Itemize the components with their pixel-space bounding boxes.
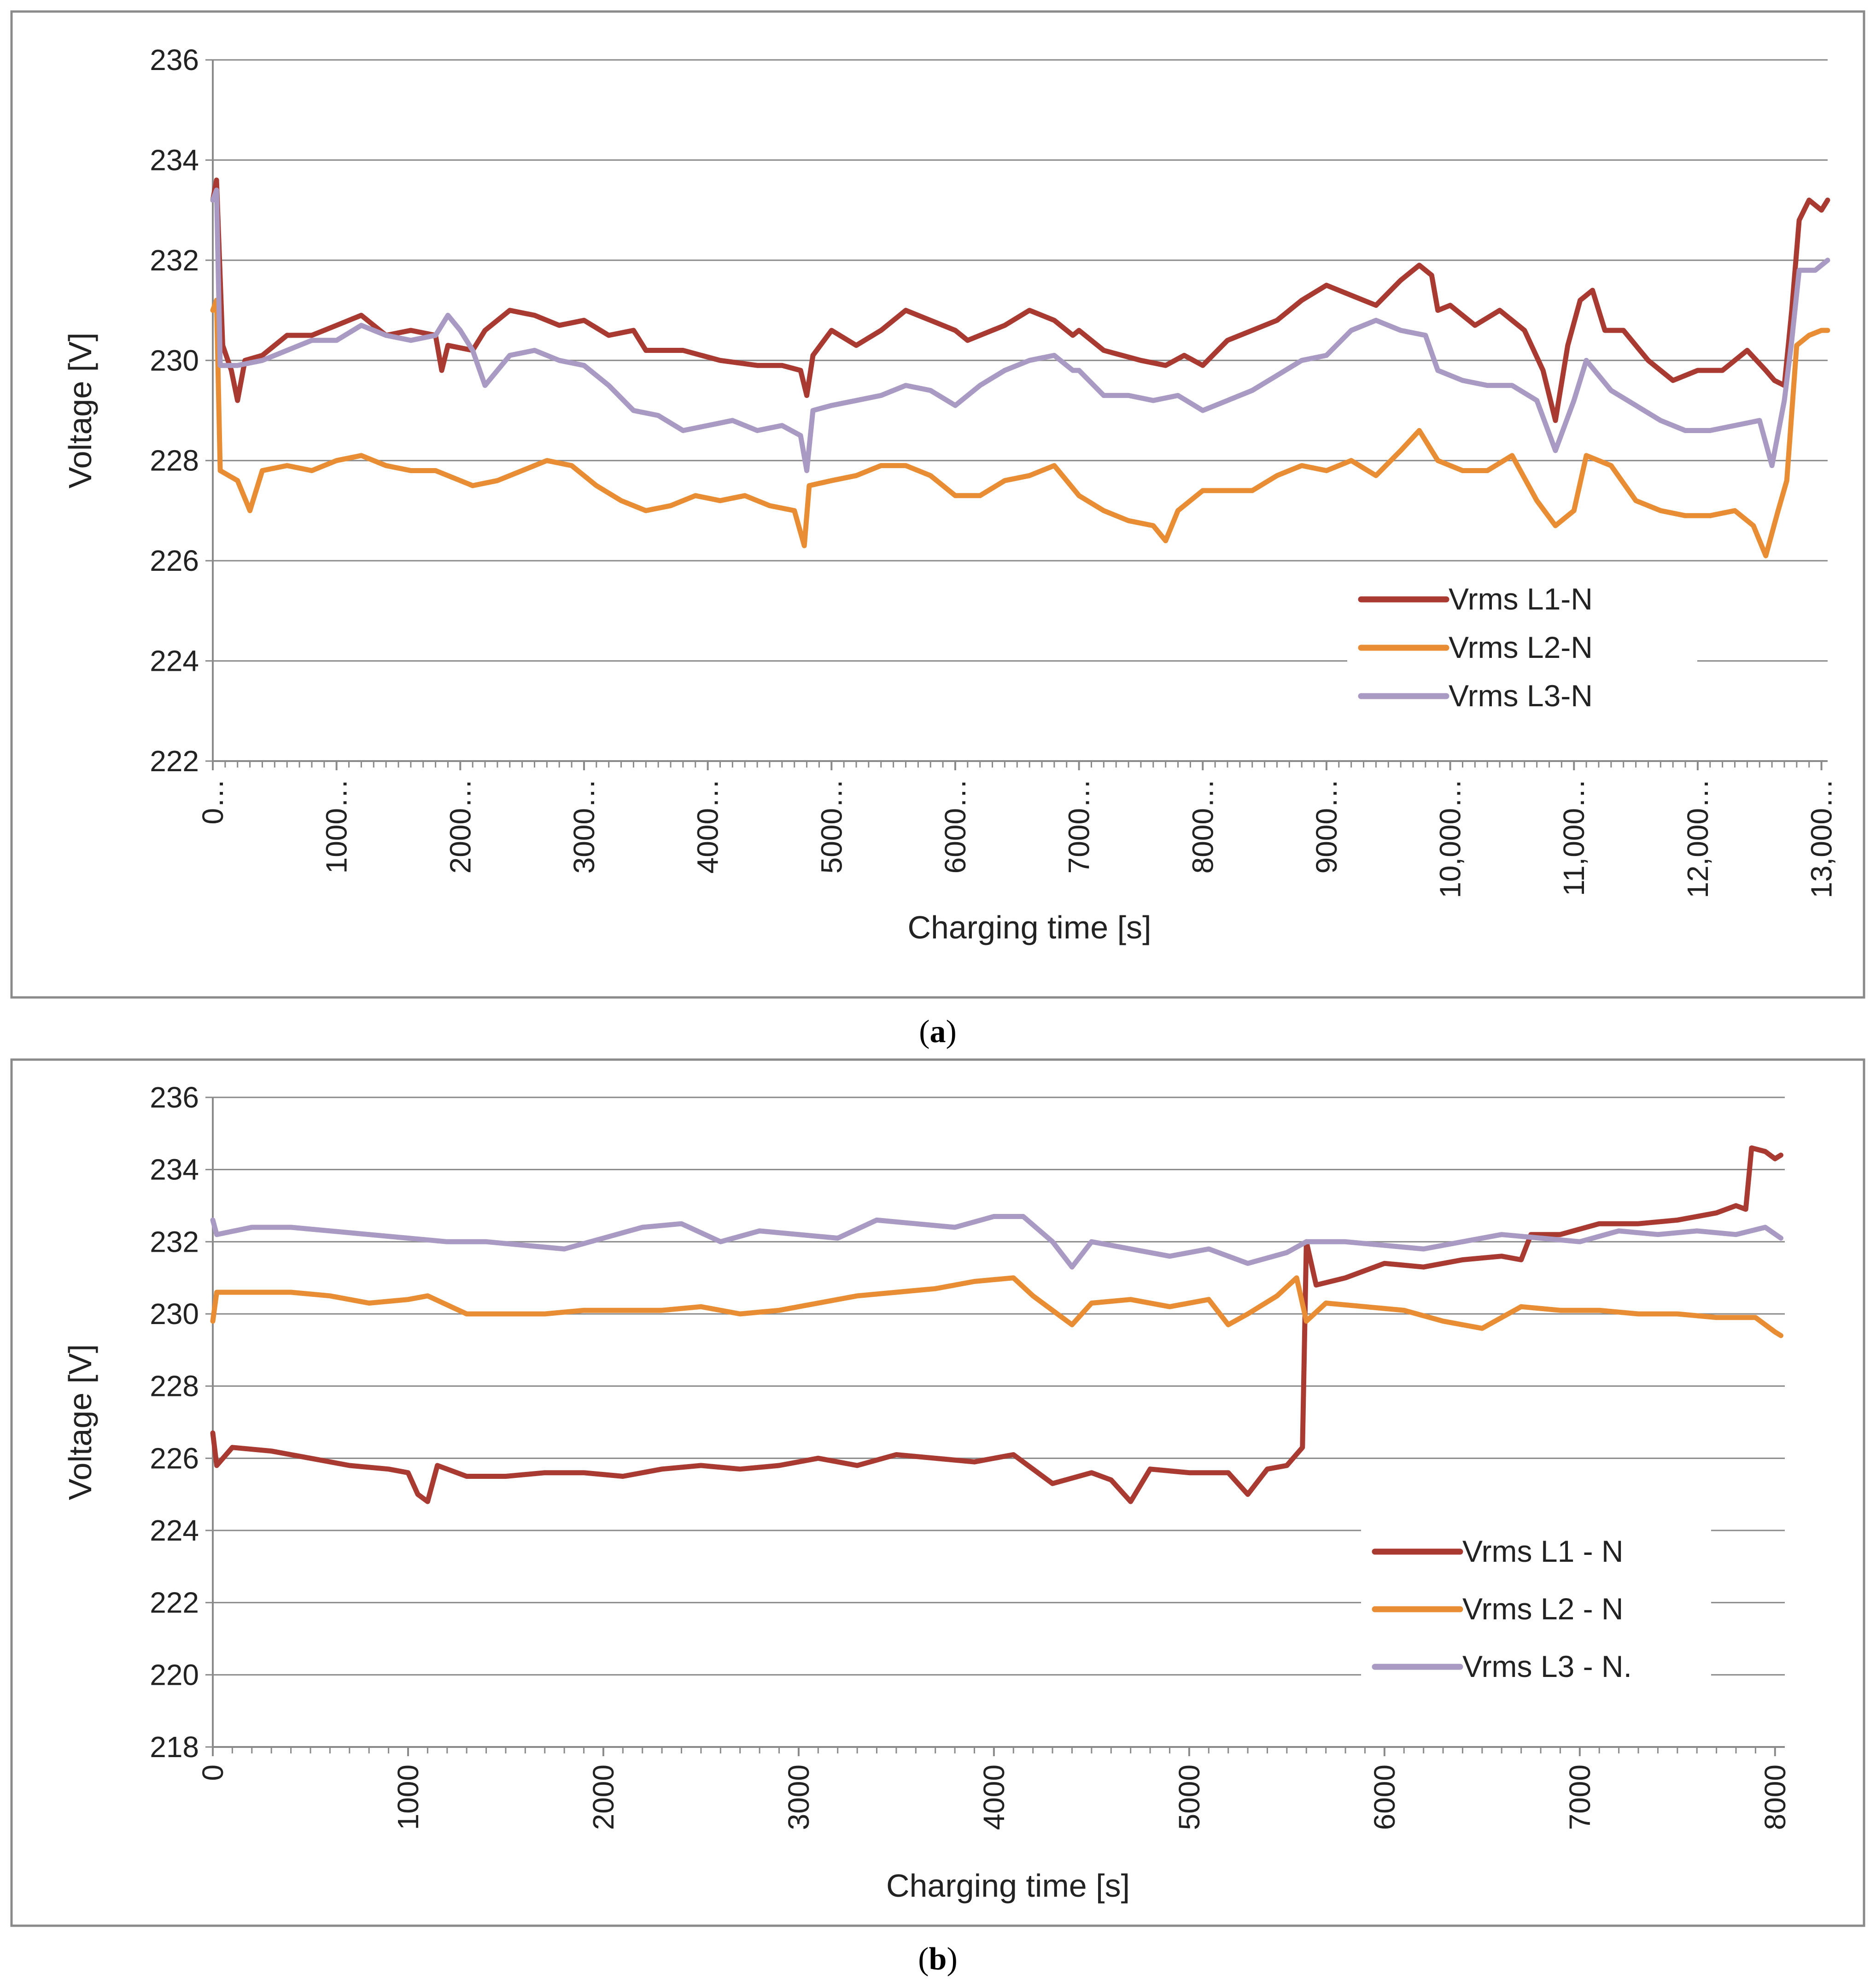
x-tick-label: 2000… (444, 779, 477, 873)
caption-a-close: ) (946, 1014, 957, 1049)
y-tick-label: 222 (150, 744, 199, 778)
x-tick-label: 6000… (939, 779, 972, 873)
series-line-3 (210, 1214, 1783, 1270)
caption-a-open: ( (919, 1014, 929, 1049)
y-tick-label: 220 (150, 1658, 199, 1691)
x-tick-label: 1000 (392, 1764, 425, 1830)
y-tick-label: 234 (150, 1153, 199, 1186)
legend-background (1361, 1530, 1711, 1721)
x-tick-label: 7000… (1063, 779, 1096, 873)
y-tick-label: 228 (150, 1370, 199, 1403)
caption-b-letter: b (929, 1941, 947, 1977)
y-tick-label: 236 (150, 43, 199, 76)
x-tick-label: 9000… (1310, 779, 1343, 873)
series-line-1 (210, 1145, 1783, 1504)
x-axis-title: Charging time [s] (907, 909, 1151, 945)
series-line-2 (210, 298, 1830, 558)
x-tick-label: 4000… (691, 779, 725, 873)
x-tick-label: 0 (196, 1764, 229, 1781)
x-tick-label: 10,000… (1434, 779, 1467, 898)
y-tick-label: 234 (150, 143, 199, 176)
legend-label-2: Vrms L2-N (1449, 630, 1593, 664)
y-tick-label: 218 (150, 1730, 199, 1764)
chart-a: 222 224 226 228 230 232 234 236 0… 1000… 2000… 3000… (10, 10, 1865, 999)
y-tick-label: 224 (150, 1514, 199, 1547)
x-tick-label: 12,000… (1681, 779, 1714, 898)
legend-label-1: Vrms L1 - N (1462, 1534, 1624, 1568)
x-tick-label: 3000 (782, 1764, 815, 1830)
y-tick-label: 222 (150, 1586, 199, 1619)
x-tick-label: 8000… (1186, 779, 1219, 873)
x-tick-label: 4000 (977, 1764, 1011, 1830)
chart-frame (10, 1058, 1865, 1927)
legend-label-1: Vrms L1-N (1449, 582, 1593, 616)
x-tick-label: 11,000… (1557, 779, 1590, 896)
x-tick-label: 2000 (587, 1764, 620, 1830)
y-tick-label: 236 (150, 1081, 199, 1114)
y-axis-title: Voltage [V] (62, 1344, 98, 1501)
x-tick-label: 3000… (567, 779, 601, 873)
caption-a: (a) (919, 1014, 957, 1049)
y-tick-label: 228 (150, 444, 199, 477)
y-tick-label: 232 (150, 1225, 199, 1258)
x-axis-title: Charging time [s] (886, 1868, 1130, 1904)
x-tick-label: 5000 (1173, 1764, 1206, 1830)
x-tick-label: 13,000… (1805, 779, 1838, 898)
caption-a-letter: a (930, 1014, 946, 1049)
legend-label-3: Vrms L3 - N. (1462, 1649, 1632, 1683)
series-line-2 (210, 1275, 1783, 1338)
legend-label-2: Vrms L2 - N (1462, 1592, 1624, 1626)
y-tick-label: 226 (150, 544, 199, 577)
legend-background (1347, 577, 1697, 741)
chart-b: 218 220 222 224 226 228 230 232 234 236 0 1000 2000 3… (10, 1058, 1865, 1927)
y-tick-label: 226 (150, 1442, 199, 1475)
caption-b-close: ) (947, 1941, 957, 1977)
legend-label-3: Vrms L3-N (1449, 679, 1593, 713)
x-tick-label: 7000 (1563, 1764, 1596, 1830)
y-tick-label: 230 (150, 344, 199, 377)
caption-b: (b) (918, 1941, 958, 1977)
x-tick-label: 5000… (815, 779, 848, 873)
series-line-3 (210, 188, 1830, 473)
y-tick-label: 232 (150, 244, 199, 277)
chart-frame (10, 10, 1865, 999)
x-tick-label: 6000 (1368, 1764, 1401, 1830)
caption-b-open: ( (918, 1941, 929, 1977)
y-tick-label: 224 (150, 645, 199, 678)
x-tick-label: 0… (196, 779, 229, 825)
y-tick-label: 230 (150, 1297, 199, 1331)
y-axis-title: Voltage [V] (62, 333, 98, 489)
x-tick-label: 8000 (1759, 1764, 1792, 1830)
series-line-1 (210, 177, 1830, 423)
x-tick-label: 1000… (320, 779, 353, 873)
